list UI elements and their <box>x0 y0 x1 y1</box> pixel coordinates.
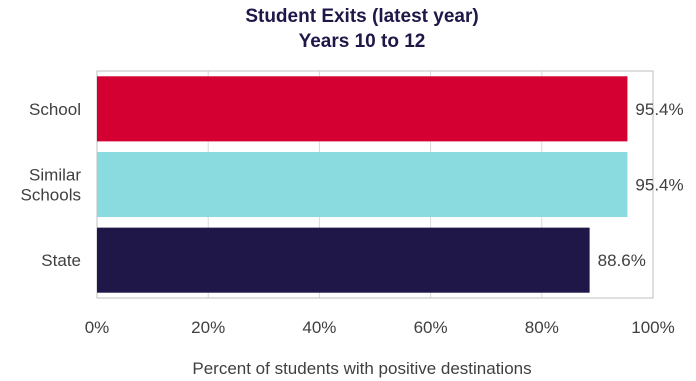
bar <box>97 76 628 142</box>
bar <box>97 151 628 218</box>
category-label: State <box>41 251 81 270</box>
x-tick-label: 40% <box>302 318 336 337</box>
data-label: 95.4% <box>635 176 683 195</box>
bars <box>97 76 628 293</box>
x-axis-label: Percent of students with positive destin… <box>192 359 531 378</box>
data-label: 88.6% <box>598 251 646 270</box>
chart-title-line-1: Student Exits (latest year) <box>245 6 478 27</box>
data-label: 95.4% <box>635 100 683 119</box>
category-label: Similar <box>29 166 81 185</box>
x-tick-label: 60% <box>414 318 448 337</box>
chart-title-line-2: Years 10 to 12 <box>299 31 426 52</box>
x-tick-label: 80% <box>525 318 559 337</box>
x-tick-label: 0% <box>85 318 110 337</box>
data-labels: 95.4% 95.4% 88.6% <box>598 100 684 270</box>
x-axis-tick-labels: 0% 20% 40% 60% 80% 100% <box>85 318 675 337</box>
category-label: Schools <box>21 186 81 205</box>
bar <box>97 227 590 293</box>
chart-title: Student Exits (latest year) Years 10 to … <box>245 6 478 52</box>
category-label: School <box>29 100 81 119</box>
x-tick-label: 100% <box>631 318 674 337</box>
x-tick-label: 20% <box>191 318 225 337</box>
